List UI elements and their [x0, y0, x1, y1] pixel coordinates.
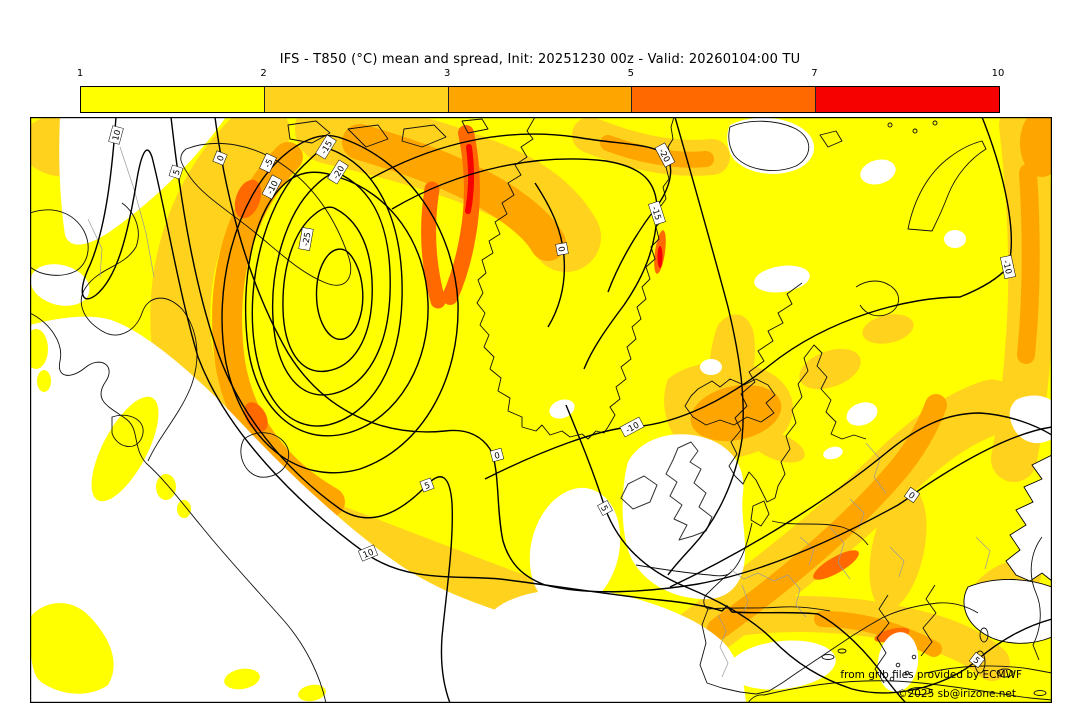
page-title: IFS - T850 (°C) mean and spread, Init: 2…: [279, 52, 801, 67]
svg-text:-10: -10: [1000, 259, 1013, 275]
svg-text:5: 5: [172, 168, 183, 176]
contour-label: 5: [168, 164, 184, 180]
border-layer: [87, 146, 991, 678]
contour-label: 5: [419, 477, 435, 493]
svg-text:0: 0: [555, 246, 566, 253]
contour-label: -15: [648, 200, 666, 226]
colorbar-tick-label: 2: [260, 68, 267, 79]
svg-text:-25: -25: [301, 232, 313, 247]
contour-label: 0: [555, 242, 569, 256]
colorbar-bar: [80, 86, 1000, 113]
colorbar-tick-label: 7: [811, 68, 818, 79]
svg-text:10: 10: [111, 129, 123, 142]
colorbar-segment: [448, 87, 633, 112]
contour-label: -10: [1000, 254, 1016, 280]
svg-text:0: 0: [493, 451, 501, 462]
contour-label: -25: [298, 227, 314, 251]
colorbar-tick-label: 3: [444, 68, 451, 79]
colorbar-tick-label: 10: [991, 68, 1005, 79]
contour-label: 5: [597, 500, 613, 516]
svg-text:5: 5: [971, 655, 981, 666]
colorbar-tick-label: 5: [627, 68, 634, 79]
contour-label: 10: [108, 125, 124, 145]
colorbar-segment: [264, 87, 449, 112]
contour-label: 0: [903, 486, 921, 504]
svg-text:0: 0: [216, 154, 227, 163]
colorbar-ticks: 1 2 3 5 7 10: [0, 68, 1080, 82]
colorbar-segment: [632, 87, 817, 112]
contour-label: 0: [212, 150, 228, 166]
svg-text:5: 5: [598, 504, 609, 513]
map-container: 10 5 0 -5 -10 -15 -20 -25 -20 -15 0 -10 -10 0 5 10 5 0 5: [30, 117, 1052, 703]
coastline-layer: [30, 117, 1052, 703]
svg-text:10: 10: [362, 548, 376, 561]
colorbar-tick-label: 1: [76, 68, 84, 79]
contour-label: -10: [619, 416, 645, 438]
svg-text:-5: -5: [263, 158, 276, 170]
svg-text:0: 0: [906, 490, 916, 501]
map-border: [30, 117, 1052, 703]
contour-label: 0: [489, 447, 505, 463]
contour-label: 5: [968, 651, 986, 669]
colorbar-segment: [81, 87, 265, 112]
spread-fill-layer: [30, 117, 1052, 703]
contour-label: -5: [259, 152, 277, 174]
attribution-source: from grib files provided by ECMWF: [840, 669, 1022, 681]
contour-label: 10: [358, 544, 378, 562]
attribution-copyright: ©2025 sb@irizone.net: [897, 688, 1016, 700]
svg-text:5: 5: [423, 481, 432, 492]
colorbar-segment: [816, 87, 999, 112]
svg-text:-15: -15: [649, 205, 663, 221]
